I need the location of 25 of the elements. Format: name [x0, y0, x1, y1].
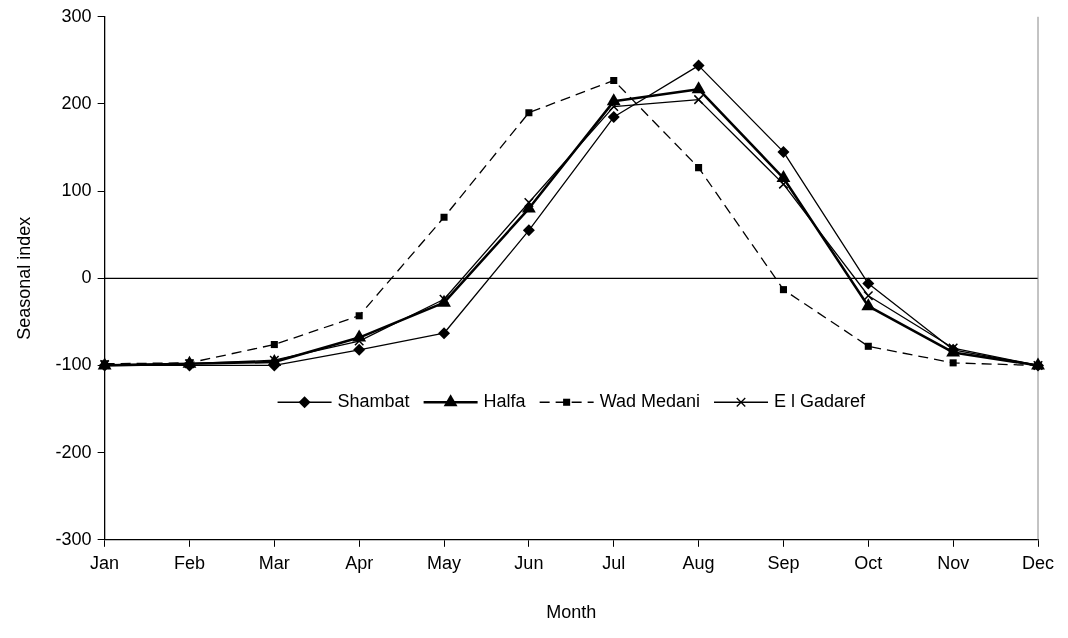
x-tick-label: Jul [602, 552, 626, 573]
x-tick-label: Mar [258, 552, 290, 573]
x-tick-label: May [427, 552, 462, 573]
x-tick-label: Aug [682, 552, 715, 573]
y-tick-label: -200 [55, 441, 92, 462]
x-tick-label: Oct [854, 552, 883, 573]
x-tick-label: Jan [90, 552, 120, 573]
y-tick-label: 0 [81, 267, 92, 288]
legend-label: E l Gadaref [774, 391, 867, 412]
y-tick-label: 200 [61, 92, 92, 113]
y-axis-title: Seasonal index [13, 216, 34, 340]
y-tick-label: 300 [61, 5, 92, 26]
x-tick-label: Jun [514, 552, 544, 573]
x-tick-label: Sep [767, 552, 800, 573]
x-tick-label: Apr [345, 552, 374, 573]
x-tick-label: Feb [173, 552, 205, 573]
x-tick-label: Dec [1021, 552, 1055, 573]
legend-label: Halfa [483, 391, 527, 412]
legend-label: Wad Medani [599, 391, 701, 412]
y-tick-label: 100 [61, 180, 92, 201]
x-tick-label: Nov [937, 552, 970, 573]
y-tick-label: -300 [55, 528, 92, 549]
y-tick-label: -100 [55, 354, 92, 375]
legend-label: Shambat [337, 391, 410, 412]
x-axis-title: Month [546, 602, 597, 623]
